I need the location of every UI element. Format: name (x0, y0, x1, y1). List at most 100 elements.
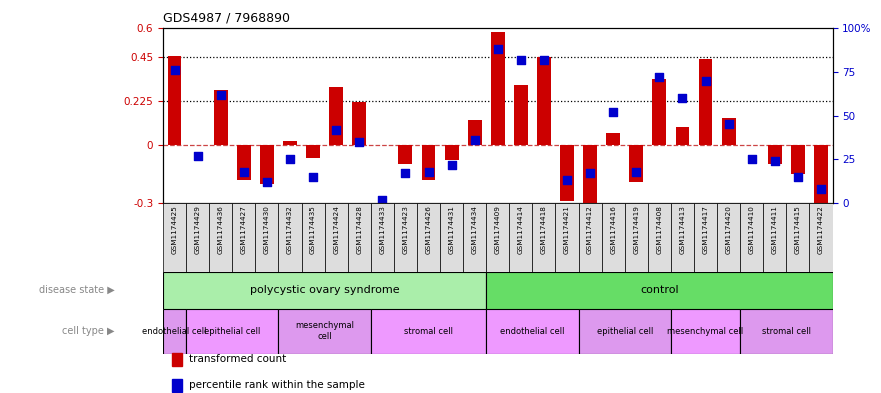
Text: GSM1174426: GSM1174426 (426, 205, 432, 254)
Bar (468, 119, 482, 145)
Text: GSM1174430: GSM1174430 (264, 205, 270, 254)
Bar (440, 203, 463, 272)
Text: GSM1174435: GSM1174435 (310, 205, 316, 254)
Text: GSM1174428: GSM1174428 (356, 205, 362, 254)
Bar (422, 145, 435, 180)
Bar (278, 309, 371, 354)
Bar (763, 203, 787, 272)
Point (652, 74, 666, 81)
Bar (648, 203, 671, 272)
Point (190, 153, 204, 159)
Bar (371, 309, 486, 354)
Bar (283, 141, 297, 145)
Text: GSM1174429: GSM1174429 (195, 205, 201, 254)
Text: GSM1174427: GSM1174427 (241, 205, 247, 254)
Point (306, 174, 320, 180)
Text: GSM1174408: GSM1174408 (656, 205, 663, 254)
Bar (186, 203, 209, 272)
Bar (491, 32, 505, 145)
Point (398, 170, 412, 176)
Text: GSM1174425: GSM1174425 (172, 205, 178, 254)
Bar (209, 203, 233, 272)
Bar (278, 203, 301, 272)
Bar (629, 145, 643, 182)
Point (283, 156, 297, 163)
Bar (717, 203, 740, 272)
Bar (814, 145, 828, 205)
Text: GSM1174417: GSM1174417 (702, 205, 708, 254)
Point (676, 95, 690, 101)
Point (629, 169, 643, 175)
Point (421, 169, 435, 175)
Text: GSM1174434: GSM1174434 (471, 205, 478, 254)
Text: GSM1174411: GSM1174411 (772, 205, 778, 254)
Point (767, 158, 781, 164)
Point (514, 57, 528, 63)
Point (375, 196, 389, 203)
Bar (602, 203, 625, 272)
Bar (583, 145, 597, 205)
Point (214, 92, 228, 98)
Point (699, 77, 713, 84)
Bar (394, 203, 417, 272)
Bar (352, 102, 366, 145)
Point (814, 186, 828, 192)
Point (744, 156, 759, 163)
Bar (509, 203, 532, 272)
Bar (260, 145, 274, 184)
Bar (463, 203, 486, 272)
Bar (579, 203, 602, 272)
Point (583, 170, 597, 176)
Point (560, 177, 574, 184)
Bar (306, 145, 320, 158)
Point (491, 46, 505, 52)
Point (352, 139, 366, 145)
Bar (163, 309, 186, 354)
Bar (255, 203, 278, 272)
Bar (560, 145, 574, 201)
Bar (556, 203, 579, 272)
Bar (671, 309, 740, 354)
Bar (787, 203, 810, 272)
Text: mesenchymal
cell: mesenchymal cell (295, 321, 354, 341)
Text: epithelial cell: epithelial cell (596, 327, 653, 336)
Bar (532, 203, 556, 272)
Bar (579, 309, 671, 354)
Text: GSM1174412: GSM1174412 (587, 205, 593, 254)
Bar (324, 203, 348, 272)
Bar (233, 203, 255, 272)
Bar (163, 272, 486, 309)
Text: GSM1174413: GSM1174413 (679, 205, 685, 254)
Bar (676, 127, 690, 145)
Bar (371, 203, 394, 272)
Text: percentile rank within the sample: percentile rank within the sample (189, 380, 366, 390)
Text: GSM1174419: GSM1174419 (633, 205, 640, 254)
Text: GSM1174420: GSM1174420 (726, 205, 731, 254)
Bar (768, 145, 781, 164)
Bar (301, 203, 324, 272)
Text: GDS4987 / 7968890: GDS4987 / 7968890 (163, 11, 290, 24)
Bar (398, 145, 412, 164)
Bar (694, 203, 717, 272)
Bar (445, 145, 458, 160)
Point (167, 67, 181, 73)
Text: control: control (640, 285, 678, 295)
Point (722, 121, 736, 128)
Bar (722, 118, 736, 145)
Text: cell type ▶: cell type ▶ (62, 326, 115, 336)
Bar (348, 203, 371, 272)
Point (237, 169, 251, 175)
Bar (653, 79, 666, 145)
Text: GSM1174421: GSM1174421 (564, 205, 570, 254)
Point (260, 179, 274, 185)
Text: GSM1174415: GSM1174415 (795, 205, 801, 254)
Bar (740, 203, 763, 272)
Text: GSM1174416: GSM1174416 (611, 205, 616, 254)
Bar (237, 145, 251, 180)
Text: GSM1174436: GSM1174436 (218, 205, 224, 254)
Text: GSM1174433: GSM1174433 (380, 205, 385, 254)
Text: endothelial cell: endothelial cell (142, 327, 207, 336)
Bar (514, 84, 528, 145)
Text: transformed count: transformed count (189, 354, 286, 364)
Bar (417, 203, 440, 272)
